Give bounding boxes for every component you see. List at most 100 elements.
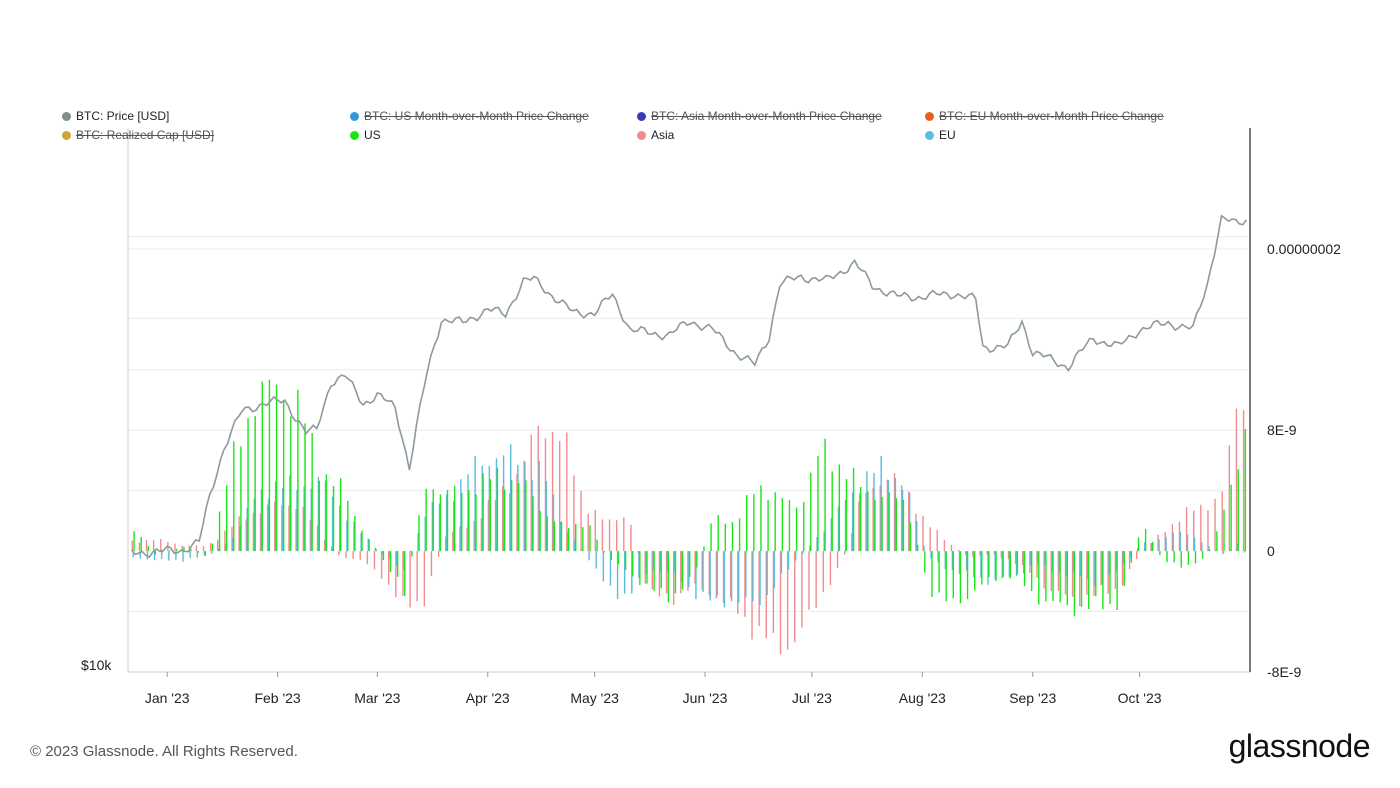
- bar-asia: [965, 551, 967, 555]
- bar-us: [724, 523, 727, 552]
- bar-eu: [467, 474, 469, 552]
- bar-us: [1116, 551, 1118, 611]
- legend-item[interactable]: US: [350, 128, 381, 142]
- bar-eu: [232, 537, 234, 552]
- bar-us: [190, 549, 192, 552]
- bar-us: [1087, 551, 1090, 609]
- right-tick-label: -8E-9: [1267, 664, 1301, 680]
- bar-asia: [1157, 534, 1159, 552]
- bar-asia: [516, 474, 518, 552]
- bar-eu: [1022, 551, 1025, 574]
- x-tick-label: Oct '23: [1118, 690, 1162, 706]
- bar-asia: [416, 551, 418, 602]
- bars-layer: [131, 379, 1247, 655]
- bar-asia: [530, 434, 532, 552]
- bar-us: [831, 471, 833, 552]
- bar-us: [254, 416, 256, 552]
- bar-us: [888, 492, 890, 552]
- bar-us: [1194, 551, 1197, 564]
- bar-asia: [786, 551, 789, 650]
- bar-eu: [246, 507, 248, 552]
- legend-item[interactable]: BTC: Price [USD]: [62, 109, 169, 123]
- bar-eu: [253, 498, 255, 552]
- legend-item[interactable]: EU: [925, 128, 956, 142]
- bar-asia: [737, 551, 739, 614]
- bar-asia: [494, 499, 497, 552]
- bar-us: [418, 515, 420, 552]
- bar-asia: [1178, 521, 1181, 552]
- bar-us: [553, 521, 556, 552]
- bar-eu: [581, 549, 583, 552]
- bar-asia: [708, 551, 710, 596]
- bar-asia: [1050, 551, 1052, 592]
- bar-asia: [1143, 550, 1145, 552]
- bar-eu: [203, 551, 206, 556]
- bar-eu: [780, 551, 783, 574]
- bar-eu: [866, 471, 868, 552]
- legend-item[interactable]: Asia: [637, 128, 674, 142]
- bar-eu: [609, 551, 612, 586]
- bar-us: [838, 464, 841, 552]
- bar-us: [952, 551, 954, 599]
- bar-us: [525, 480, 527, 552]
- bar-us: [1244, 429, 1247, 552]
- bar-asia: [352, 551, 354, 559]
- bar-asia: [1064, 551, 1067, 595]
- bar-eu: [303, 486, 305, 552]
- bar-us: [1095, 551, 1097, 597]
- bar-asia: [794, 551, 796, 643]
- bar-asia: [288, 505, 290, 552]
- legend-item[interactable]: BTC: EU Month-over-Month Price Change: [925, 109, 1164, 123]
- bar-eu: [374, 547, 377, 552]
- bar-eu: [894, 477, 897, 552]
- bar-asia: [131, 540, 133, 552]
- bar-asia: [487, 500, 490, 552]
- bar-eu: [481, 465, 483, 552]
- bar-us: [282, 400, 285, 552]
- legend-item[interactable]: BTC: Realized Cap [USD]: [62, 128, 214, 142]
- bar-asia: [1000, 551, 1003, 558]
- bar-asia: [808, 551, 810, 610]
- bar-us: [1237, 469, 1239, 552]
- bar-eu: [588, 551, 590, 561]
- bar-us: [1123, 551, 1125, 587]
- bar-us: [859, 486, 862, 552]
- bar-asia: [836, 551, 839, 569]
- bar-asia: [252, 512, 255, 552]
- bar-asia: [231, 526, 233, 552]
- bar-asia: [872, 487, 874, 552]
- bar-us: [1052, 551, 1054, 602]
- bar-asia: [893, 473, 896, 552]
- bar-eu: [659, 551, 662, 573]
- bar-eu: [282, 487, 284, 552]
- bar-eu: [1129, 551, 1132, 558]
- bar-us: [916, 544, 919, 552]
- bar-us: [339, 478, 342, 552]
- bar-eu: [225, 544, 227, 552]
- legend-label: BTC: Asia Month-over-Month Price Change: [651, 109, 882, 123]
- legend-item[interactable]: BTC: Asia Month-over-Month Price Change: [637, 109, 882, 123]
- legend-label: BTC: US Month-over-Month Price Change: [364, 109, 589, 123]
- legend-item[interactable]: BTC: US Month-over-Month Price Change: [350, 109, 589, 123]
- bar-us: [781, 498, 784, 552]
- bar-eu: [652, 551, 654, 571]
- bar-eu: [1122, 551, 1125, 564]
- bar-eu: [752, 551, 754, 601]
- bar-asia: [722, 551, 725, 603]
- bar-eu: [944, 551, 946, 570]
- bar-us: [738, 518, 741, 552]
- bar-eu: [958, 551, 961, 574]
- bar-us: [325, 474, 328, 552]
- bar-asia: [900, 485, 903, 552]
- bar-us: [931, 551, 933, 598]
- bar-eu: [410, 550, 412, 552]
- bar-asia: [302, 506, 304, 552]
- bar-eu: [1215, 550, 1217, 552]
- bar-us: [560, 521, 563, 552]
- bar-us: [439, 494, 442, 552]
- bar-us: [589, 525, 591, 552]
- bar-us: [852, 467, 855, 552]
- x-tick-label: Apr '23: [466, 690, 510, 706]
- bar-us: [489, 479, 491, 552]
